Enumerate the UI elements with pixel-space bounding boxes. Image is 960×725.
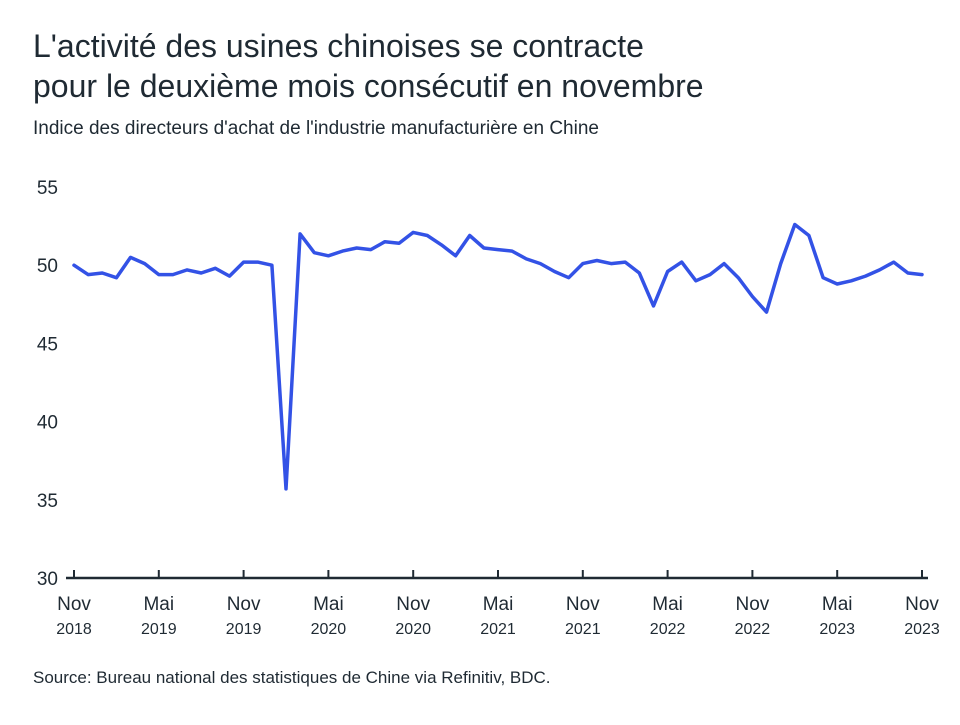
x-tick-label-year: 2023: [819, 621, 855, 638]
x-tick-label-year: 2023: [904, 621, 940, 638]
x-tick-label-month: Mai: [483, 594, 514, 615]
x-tick-label-year: 2021: [480, 621, 516, 638]
x-tick-label-month: Nov: [396, 594, 430, 615]
series-line-pmi: [72, 222, 924, 491]
chart-title: L'activité des usines chinoises se contr…: [33, 26, 933, 106]
x-tick-label-month: Mai: [652, 594, 683, 615]
x-tick-label-year: 2019: [141, 621, 177, 638]
x-tick-label-year: 2020: [395, 621, 431, 638]
y-tick-label: 55: [37, 178, 58, 199]
source-note: Source: Bureau national des statistiques…: [33, 668, 551, 687]
y-tick-label: 35: [37, 491, 58, 512]
x-tick-label-month: Mai: [822, 594, 853, 615]
x-axis: Nov 2018 Mai 2019 Nov 2019 Mai 2020 Nov 2020 Mai 20…: [56, 570, 940, 638]
x-tick-label-month: Nov: [905, 594, 939, 615]
x-tick-label-year: 2022: [735, 621, 771, 638]
y-tick-label: 45: [37, 334, 58, 355]
x-tick-label-year: 2020: [311, 621, 347, 638]
y-tick-label: 30: [37, 569, 58, 590]
x-tick-label-year: 2019: [226, 621, 262, 638]
chart-title-line-1: L'activité des usines chinoises se contr…: [33, 28, 644, 64]
chart-subtitle: Indice des directeurs d'achat de l'indus…: [33, 118, 599, 139]
x-tick-label-month: Nov: [736, 594, 770, 615]
x-tick-label-month: Mai: [313, 594, 344, 615]
x-tick-label-month: Nov: [566, 594, 600, 615]
y-tick-label: 50: [37, 256, 58, 277]
x-tick-label-year: 2018: [56, 621, 92, 638]
x-tick-label-month: Mai: [143, 594, 174, 615]
x-tick-label-year: 2021: [565, 621, 601, 638]
y-axis: 30 35 40 45 50 55: [37, 178, 58, 590]
x-tick-label-month: Nov: [227, 594, 261, 615]
series-group: [72, 222, 924, 491]
chart-title-line-2: pour le deuxième mois consécutif en nove…: [33, 68, 704, 104]
x-tick-label-year: 2022: [650, 621, 686, 638]
y-tick-label: 40: [37, 413, 58, 434]
x-tick-label-month: Nov: [57, 594, 91, 615]
